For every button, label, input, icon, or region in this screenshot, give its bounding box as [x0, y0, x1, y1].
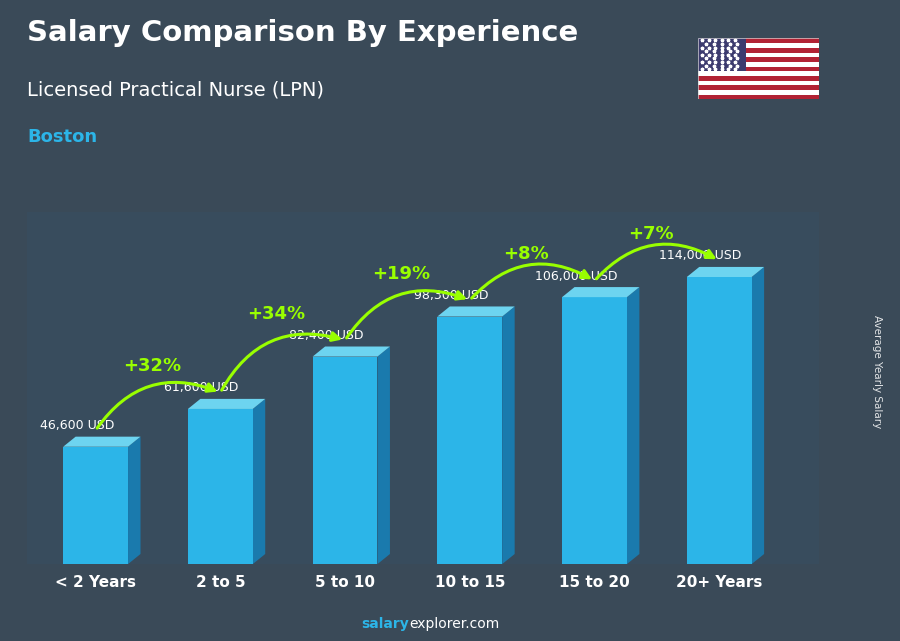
- Polygon shape: [188, 409, 253, 564]
- Polygon shape: [188, 399, 266, 409]
- Polygon shape: [562, 297, 627, 564]
- Bar: [698, 71, 819, 76]
- Bar: [698, 43, 819, 48]
- Text: +34%: +34%: [248, 304, 305, 322]
- Bar: [698, 53, 819, 57]
- Polygon shape: [627, 287, 639, 564]
- Bar: [698, 48, 819, 53]
- Polygon shape: [63, 437, 140, 447]
- Polygon shape: [502, 306, 515, 564]
- Text: 114,000 USD: 114,000 USD: [660, 249, 742, 262]
- Text: 98,300 USD: 98,300 USD: [414, 289, 489, 302]
- Polygon shape: [377, 347, 390, 564]
- Polygon shape: [128, 437, 140, 564]
- Text: +8%: +8%: [503, 245, 549, 263]
- Text: 82,400 USD: 82,400 USD: [289, 329, 364, 342]
- Bar: [698, 76, 819, 81]
- Text: 61,600 USD: 61,600 USD: [165, 381, 238, 394]
- Bar: [698, 62, 819, 67]
- Bar: [698, 57, 819, 62]
- Text: Boston: Boston: [27, 128, 97, 146]
- Text: +19%: +19%: [372, 265, 430, 283]
- Text: +7%: +7%: [628, 225, 673, 243]
- Polygon shape: [562, 287, 639, 297]
- Text: +32%: +32%: [122, 357, 181, 375]
- Text: explorer.com: explorer.com: [410, 617, 500, 631]
- Text: salary: salary: [362, 617, 410, 631]
- Bar: [698, 85, 819, 90]
- Text: 106,000 USD: 106,000 USD: [535, 270, 617, 283]
- Polygon shape: [437, 306, 515, 317]
- Text: Salary Comparison By Experience: Salary Comparison By Experience: [27, 19, 578, 47]
- Bar: [698, 81, 819, 85]
- Bar: [698, 38, 819, 43]
- Polygon shape: [63, 447, 128, 564]
- Bar: [698, 90, 819, 95]
- Polygon shape: [253, 399, 266, 564]
- Bar: [698, 38, 746, 71]
- Text: 46,600 USD: 46,600 USD: [40, 419, 114, 432]
- Text: Average Yearly Salary: Average Yearly Salary: [872, 315, 883, 428]
- Bar: [698, 95, 819, 99]
- Text: Licensed Practical Nurse (LPN): Licensed Practical Nurse (LPN): [27, 80, 324, 99]
- Polygon shape: [687, 277, 752, 564]
- Polygon shape: [752, 267, 764, 564]
- Bar: [698, 67, 819, 71]
- Polygon shape: [312, 356, 377, 564]
- Polygon shape: [687, 267, 764, 277]
- Polygon shape: [437, 317, 502, 564]
- Polygon shape: [312, 347, 390, 356]
